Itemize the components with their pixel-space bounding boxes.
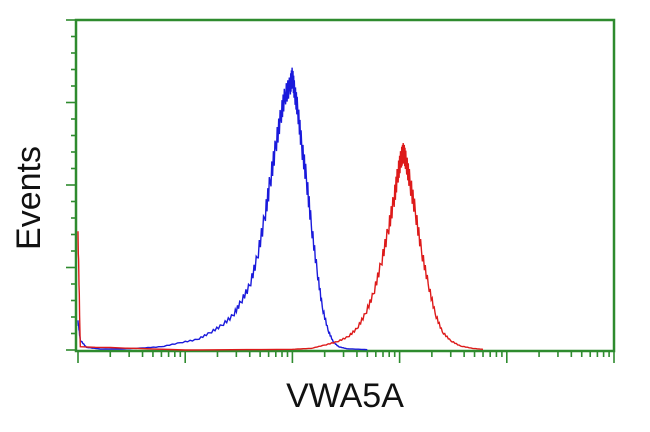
x-axis-label: VWA5A: [286, 377, 404, 415]
series-layer: [77, 67, 484, 351]
series-line-2: [77, 142, 484, 351]
y-axis-label: Events: [10, 146, 48, 250]
series-line-1: [77, 67, 368, 351]
x-axis-ticks: [77, 351, 615, 363]
y-axis-ticks: [66, 19, 76, 351]
plot-frame: [74, 18, 616, 353]
